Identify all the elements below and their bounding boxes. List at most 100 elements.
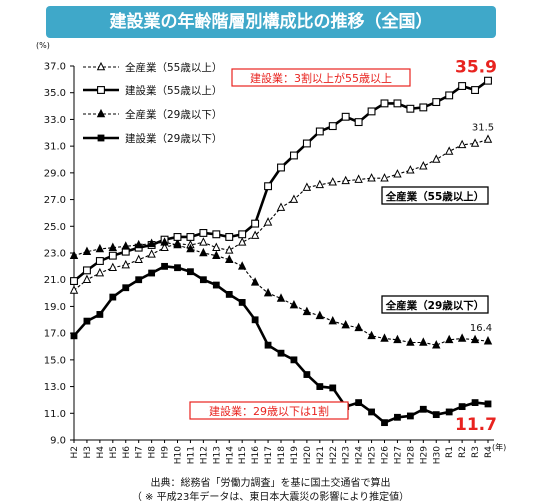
- data-point-all-55plus: [289, 194, 299, 203]
- data-point-construction-29under: [329, 384, 337, 392]
- data-point-all-29under: [82, 246, 92, 255]
- data-point-construction-55plus: [471, 86, 480, 94]
- y-tick-label: 19.0: [44, 302, 66, 313]
- data-point-all-55plus: [250, 230, 260, 239]
- data-point-all-29under: [199, 247, 208, 257]
- data-point-construction-29under: [225, 291, 233, 298]
- data-point-all-29under: [186, 243, 195, 253]
- x-tick-label: H6: [122, 446, 132, 459]
- data-point-all-29under: [432, 340, 441, 349]
- annotation-box-construction-55plus: [231, 68, 411, 87]
- data-point-construction-55plus: [484, 76, 492, 85]
- data-point-construction-55plus: [82, 266, 91, 275]
- data-point-all-29under: [263, 287, 273, 297]
- annotation-all-29under: 全産業（29歳以下）: [385, 299, 485, 312]
- y-axis-unit: (%): [36, 41, 50, 50]
- data-point-construction-29under: [484, 400, 492, 408]
- data-point-all-55plus: [432, 154, 441, 163]
- age-composition-line-chart: 9.0 11.0 13.0 15.0 17.0 19.0 21.0 23.0 25.0 27.0 2…: [36, 41, 506, 464]
- data-point-construction-29under: [212, 281, 220, 289]
- legend-label: 建設業（29歳以下）: [125, 132, 222, 145]
- legend-marker: [97, 134, 105, 142]
- data-point-all-29under: [341, 320, 350, 329]
- data-point-all-29under: [470, 334, 480, 344]
- data-point-all-29under: [160, 237, 169, 246]
- x-tick-label: H18: [277, 446, 287, 464]
- data-point-all-55plus: [419, 161, 428, 170]
- x-tick-label: H23: [342, 446, 352, 464]
- data-point-all-55plus: [263, 217, 273, 226]
- data-point-all-55plus: [444, 146, 454, 155]
- y-tick-label: 25.0: [44, 222, 66, 233]
- x-tick-label: H26: [381, 446, 391, 464]
- y-tick-label: 17.0: [44, 329, 66, 340]
- data-point-all-55plus: [393, 169, 402, 178]
- data-point-all-29under: [276, 293, 286, 302]
- data-point-construction-55plus: [186, 233, 195, 241]
- data-point-construction-29under: [290, 356, 298, 364]
- legend-label: 建設業（55歳以上）: [125, 84, 222, 97]
- data-point-all-55plus: [483, 134, 493, 143]
- data-point-construction-29under: [355, 399, 363, 406]
- data-point-all-55plus: [380, 173, 389, 182]
- data-point-construction-29under: [445, 408, 453, 416]
- data-point-construction-29under: [277, 349, 285, 357]
- data-point-construction-55plus: [95, 257, 104, 265]
- data-point-construction-55plus: [315, 127, 324, 136]
- x-tick-label: H15: [238, 446, 248, 464]
- y-tick-label: 37.0: [44, 62, 66, 73]
- y-tick-label: 33.0: [44, 115, 66, 126]
- data-point-all-55plus: [406, 165, 415, 174]
- x-axis-unit: (年): [492, 442, 506, 452]
- x-tick-label: H20: [303, 446, 313, 464]
- data-point-construction-29under: [70, 332, 78, 340]
- data-point-construction-29under: [432, 411, 440, 419]
- data-point-all-29under: [444, 334, 454, 344]
- data-point-all-29under: [315, 310, 325, 320]
- data-point-all-29under: [328, 316, 337, 325]
- y-tick-label: 27.0: [44, 195, 66, 206]
- data-point-construction-29under: [406, 412, 414, 420]
- data-point-all-29under: [419, 337, 428, 346]
- data-point-all-29under: [483, 336, 493, 345]
- data-point-all-55plus: [315, 179, 325, 189]
- data-point-all-55plus: [341, 175, 350, 185]
- x-tick-label: H30: [432, 446, 442, 464]
- data-point-all-55plus: [108, 262, 118, 271]
- data-point-construction-29under: [187, 268, 194, 276]
- data-point-construction-29under: [458, 403, 466, 411]
- data-label-construction-29under: 11.7: [455, 415, 497, 435]
- data-point-construction-29under: [96, 311, 104, 318]
- x-tick-label: R2: [458, 446, 468, 458]
- data-point-all-29under: [173, 239, 182, 249]
- y-tick-label: 31.0: [44, 142, 66, 153]
- x-tick-label: H7: [135, 446, 145, 459]
- data-point-construction-55plus: [199, 229, 208, 237]
- data-point-construction-29under: [251, 316, 259, 324]
- data-point-construction-55plus: [70, 277, 78, 285]
- data-point-construction-29under: [174, 264, 181, 272]
- data-point-construction-29under: [471, 399, 479, 406]
- data-label-all-55plus: 31.5: [472, 122, 494, 133]
- data-point-all-29under: [108, 242, 118, 251]
- data-point-all-29under: [354, 322, 363, 332]
- x-tick-label: H17: [264, 446, 274, 464]
- annotation-box-construction-29under: [189, 401, 349, 420]
- data-point-construction-55plus: [445, 91, 454, 100]
- data-point-construction-55plus: [277, 163, 285, 172]
- data-point-all-29under: [250, 277, 260, 286]
- data-point-all-55plus: [82, 274, 92, 284]
- data-point-all-55plus: [212, 242, 221, 251]
- data-point-construction-55plus: [380, 99, 389, 108]
- estimate-note: （ ※ 平成23年データは、東日本大震災の影響により推定値）: [131, 492, 410, 503]
- x-tick-label: H2: [70, 446, 80, 459]
- data-point-construction-29under: [316, 383, 324, 390]
- data-point-construction-29under: [368, 408, 375, 416]
- x-tick-label: R3: [471, 446, 481, 458]
- x-tick-label: H14: [225, 446, 235, 464]
- data-point-construction-29under: [109, 293, 117, 301]
- data-point-construction-29under: [238, 299, 246, 306]
- data-point-all-29under: [69, 250, 79, 259]
- x-tick-label: H10: [174, 446, 184, 464]
- data-label-construction-55plus: 35.9: [455, 58, 497, 78]
